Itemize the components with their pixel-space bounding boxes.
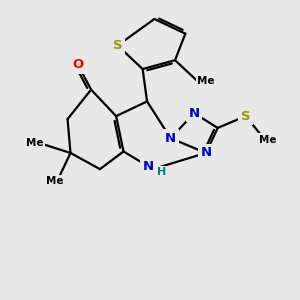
Text: Me: Me: [197, 76, 215, 86]
Text: N: N: [200, 146, 211, 159]
Text: Me: Me: [46, 176, 63, 186]
Text: H: H: [157, 167, 166, 177]
Text: O: O: [72, 58, 83, 71]
Text: S: S: [113, 39, 122, 52]
Text: Me: Me: [259, 135, 277, 145]
Text: S: S: [241, 110, 250, 123]
Text: Me: Me: [26, 138, 44, 148]
Text: N: N: [143, 160, 154, 173]
Text: N: N: [165, 132, 176, 145]
Text: N: N: [189, 107, 200, 120]
